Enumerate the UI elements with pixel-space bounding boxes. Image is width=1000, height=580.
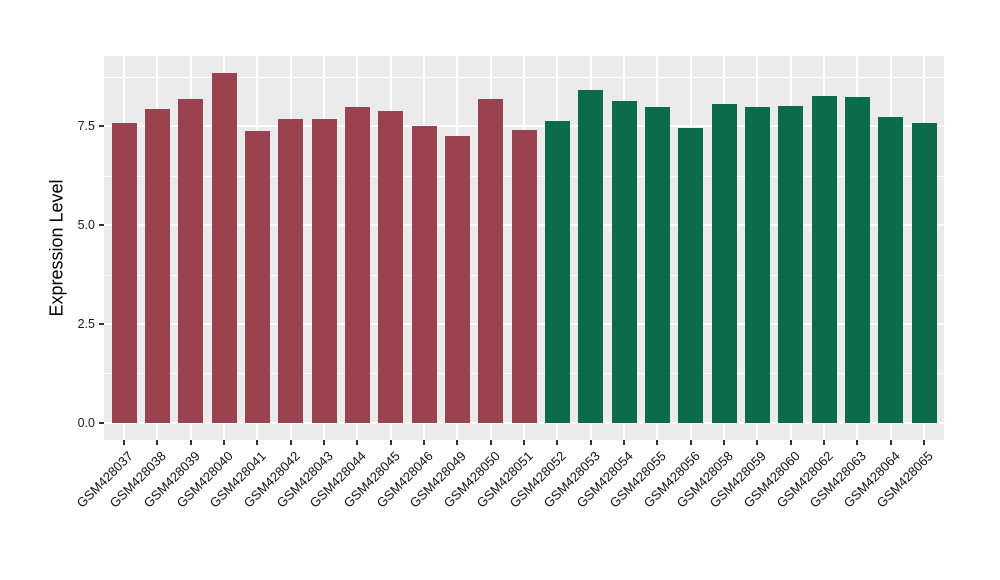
bar-GSM428056 — [678, 128, 704, 423]
x-tick-mark — [689, 440, 692, 445]
bar-GSM428042 — [278, 118, 304, 423]
x-tick-mark — [723, 440, 725, 445]
x-tick-mark — [823, 440, 825, 445]
x-tick-mark — [356, 440, 359, 445]
x-tick-mark — [123, 440, 125, 445]
bar-GSM428044 — [344, 106, 370, 423]
bar-GSM428037 — [111, 122, 137, 423]
x-tick-mark — [256, 440, 259, 445]
minor-gridline — [104, 77, 944, 79]
bar-GSM428045 — [378, 110, 404, 423]
x-tick-mark — [523, 440, 525, 445]
y-tick-mark — [99, 421, 104, 424]
y-tick-label: 0.0 — [77, 415, 95, 430]
bar-GSM428052 — [544, 120, 570, 423]
x-tick-mark — [756, 440, 759, 445]
bar-GSM428046 — [411, 126, 437, 423]
x-tick-mark — [156, 440, 159, 445]
bar-GSM428060 — [778, 105, 804, 423]
y-tick-label: 7.5 — [77, 119, 95, 134]
bar-GSM428050 — [478, 98, 504, 423]
y-tick-mark — [99, 224, 104, 227]
x-tick-mark — [856, 440, 859, 445]
bar-GSM428041 — [244, 131, 270, 423]
bar-GSM428058 — [711, 104, 737, 423]
bar-GSM428063 — [844, 97, 870, 423]
x-tick-mark — [423, 440, 425, 445]
x-tick-mark — [656, 440, 659, 445]
x-tick-mark — [589, 440, 592, 445]
x-tick-mark — [623, 440, 625, 445]
bar-GSM428059 — [744, 107, 770, 423]
bar-GSM428038 — [144, 108, 170, 423]
bar-GSM428064 — [878, 116, 904, 423]
x-tick-mark — [389, 440, 392, 445]
bar-GSM428040 — [211, 73, 237, 423]
x-tick-mark — [323, 440, 325, 445]
y-tick-mark — [99, 125, 104, 128]
bar-GSM428055 — [644, 106, 670, 423]
bar-GSM428065 — [911, 123, 937, 423]
x-tick-mark — [556, 440, 559, 445]
x-tick-mark — [889, 440, 892, 445]
x-tick-mark — [189, 440, 192, 445]
bar-GSM428062 — [811, 95, 837, 423]
y-tick-label: 5.0 — [77, 218, 95, 233]
x-tick-mark — [223, 440, 225, 445]
bar-GSM428049 — [444, 136, 470, 423]
major-gridline — [104, 421, 944, 424]
bar-GSM428053 — [578, 90, 604, 423]
y-tick-mark — [99, 322, 104, 325]
plot-panel — [104, 56, 944, 440]
bar-GSM428043 — [311, 118, 337, 423]
x-tick-mark — [923, 440, 925, 445]
major-gridline — [104, 125, 944, 128]
x-tick-mark — [789, 440, 792, 445]
x-tick-mark — [489, 440, 492, 445]
bar-GSM428054 — [611, 100, 637, 423]
x-tick-mark — [456, 440, 459, 445]
bar-GSM428051 — [511, 129, 537, 423]
bar-GSM428039 — [178, 98, 204, 423]
y-axis-title: Expression Level — [46, 179, 67, 317]
x-tick-mark — [289, 440, 292, 445]
y-tick-label: 2.5 — [77, 316, 95, 331]
